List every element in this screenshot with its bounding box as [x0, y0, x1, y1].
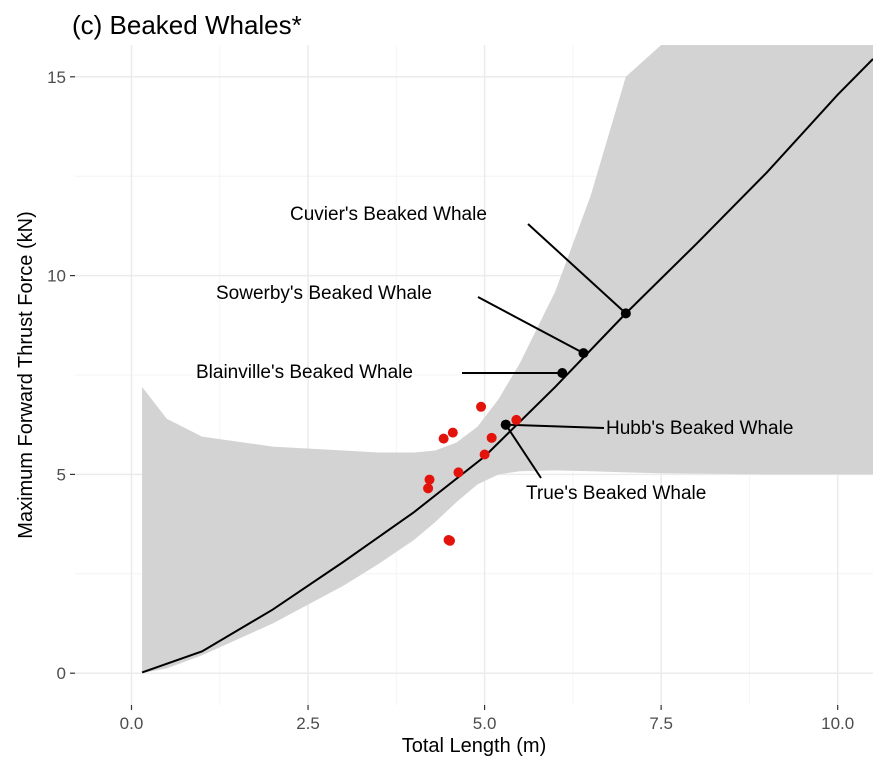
- y-axis-label: Maximum Forward Thrust Force (kN): [15, 211, 37, 538]
- annotation-hubb: Hubb's Beaked Whale: [606, 418, 793, 439]
- species-points: [500, 308, 631, 430]
- x-tick-label: 10.0: [821, 714, 854, 733]
- chart-title: (c) Beaked Whales*: [72, 10, 302, 40]
- annotation-true: True's Beaked Whale: [526, 483, 706, 504]
- y-tick-label: 10: [47, 267, 66, 286]
- species-point: [620, 308, 631, 319]
- y-axis-ticks: 0 5 10 15: [47, 68, 75, 683]
- species-point: [578, 348, 589, 359]
- observed-point: [453, 467, 464, 478]
- y-tick-label: 15: [47, 68, 66, 87]
- x-axis-ticks: 0.0 2.5 5.0 7.5 10.0: [120, 705, 854, 733]
- species-point: [557, 368, 568, 379]
- observed-points: [423, 401, 522, 546]
- y-tick-label: 5: [57, 465, 66, 484]
- x-tick-label: 5.0: [473, 714, 497, 733]
- observed-point: [479, 449, 490, 460]
- observed-point: [511, 414, 522, 425]
- observed-point: [438, 433, 449, 444]
- observed-point: [444, 535, 455, 546]
- annotation-leader-line: [477, 296, 584, 355]
- observed-point: [486, 432, 497, 443]
- species-point: [500, 419, 511, 430]
- x-tick-label: 2.5: [296, 714, 320, 733]
- annotation-blainville: Blainville's Beaked Whale: [196, 362, 413, 383]
- y-tick-label: 0: [57, 664, 66, 683]
- annotation-sowerby: Sowerby's Beaked Whale: [216, 283, 432, 304]
- x-axis-label: Total Length (m): [402, 735, 547, 757]
- annotation-leader-line: [504, 424, 542, 479]
- observed-point: [476, 401, 487, 412]
- annotation-cuvier: Cuvier's Beaked Whale: [290, 204, 487, 225]
- annotation-leader-line: [527, 223, 627, 315]
- x-tick-label: 7.5: [649, 714, 673, 733]
- observed-point: [423, 483, 434, 494]
- annotation-leaders: [461, 223, 627, 479]
- annotation-leader-line: [505, 423, 605, 429]
- confidence-band: [142, 45, 873, 674]
- observed-point: [447, 427, 458, 438]
- x-tick-label: 0.0: [120, 714, 144, 733]
- observed-point: [424, 474, 435, 485]
